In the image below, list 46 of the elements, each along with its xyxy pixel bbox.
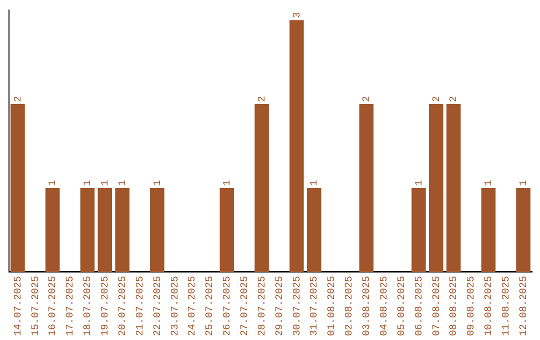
data-label: 2 — [432, 96, 443, 102]
x-tick-label: 26.07.2025 — [222, 276, 234, 336]
data-label: 1 — [100, 180, 112, 186]
x-tick-label: 20.07.2025 — [118, 276, 129, 336]
data-label: 2 — [257, 96, 268, 102]
x-tick-label: 25.07.2025 — [205, 276, 216, 336]
data-label: 1 — [48, 180, 60, 186]
x-tick-label: 14.07.2025 — [13, 276, 24, 336]
data-label: 1 — [118, 180, 129, 186]
x-tick-label: 31.07.2025 — [310, 276, 321, 336]
x-tick-label: 10.08.2025 — [484, 276, 496, 336]
data-label: 1 — [414, 180, 426, 186]
x-tick-label: 03.08.2025 — [362, 276, 374, 336]
x-tick-label: 07.08.2025 — [432, 276, 443, 336]
x-tick-label: 11.08.2025 — [501, 276, 512, 336]
x-tick-label: 27.07.2025 — [240, 276, 251, 336]
data-label: 1 — [484, 180, 496, 186]
data-label: 1 — [222, 180, 234, 186]
x-tick-label: 06.08.2025 — [414, 276, 426, 336]
x-tick-label: 17.07.2025 — [66, 276, 77, 336]
x-tick-label: 16.07.2025 — [48, 276, 60, 336]
x-tick-label: 21.07.2025 — [135, 276, 146, 336]
x-tick-label: 18.07.2025 — [83, 276, 94, 336]
data-label: 2 — [13, 96, 24, 102]
x-tick-label: 05.08.2025 — [396, 276, 408, 336]
data-label: 1 — [83, 180, 94, 186]
data-label: 3 — [292, 12, 304, 18]
x-tick-label: 01.08.2025 — [327, 276, 338, 336]
x-tick-label: 23.07.2025 — [170, 276, 182, 336]
data-label: 1 — [518, 180, 530, 186]
x-tick-label: 15.07.2025 — [30, 276, 42, 336]
data-label: 1 — [310, 180, 321, 186]
data-label: 1 — [152, 180, 164, 186]
x-tick-label: 08.08.2025 — [449, 276, 460, 336]
x-tick-label: 19.07.2025 — [100, 276, 112, 336]
x-tick-label: 28.07.2025 — [257, 276, 268, 336]
x-tick-label: 12.08.2025 — [518, 276, 530, 336]
x-tick-label: 30.07.2025 — [292, 276, 304, 336]
data-label: 2 — [362, 96, 374, 102]
x-tick-label: 29.07.2025 — [274, 276, 286, 336]
x-tick-label: 04.08.2025 — [379, 276, 390, 336]
x-tick-label: 09.08.2025 — [466, 276, 478, 336]
x-tick-label: 02.08.2025 — [344, 276, 356, 336]
x-tick-label: 24.07.2025 — [188, 276, 199, 336]
x-tick-label: 22.07.2025 — [152, 276, 164, 336]
data-label: 2 — [449, 96, 460, 102]
